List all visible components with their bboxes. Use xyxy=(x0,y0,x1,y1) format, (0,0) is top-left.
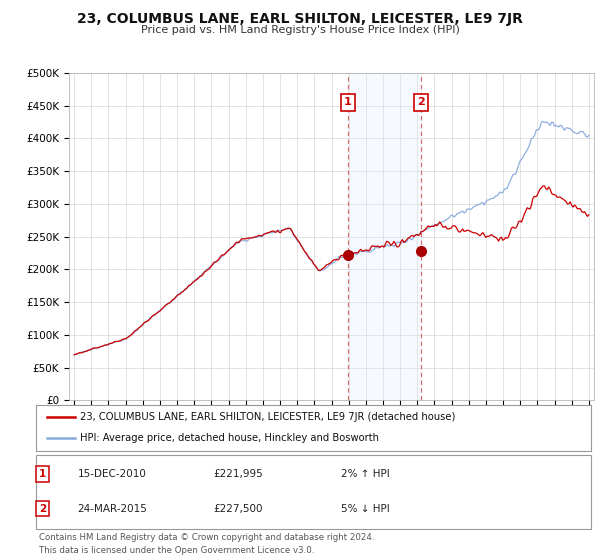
Text: 23, COLUMBUS LANE, EARL SHILTON, LEICESTER, LE9 7JR: 23, COLUMBUS LANE, EARL SHILTON, LEICEST… xyxy=(77,12,523,26)
Text: 5% ↓ HPI: 5% ↓ HPI xyxy=(341,503,390,514)
Text: 24-MAR-2015: 24-MAR-2015 xyxy=(77,503,148,514)
Text: HPI: Average price, detached house, Hinckley and Bosworth: HPI: Average price, detached house, Hinc… xyxy=(80,433,379,444)
Bar xyxy=(348,73,421,400)
Text: 2% ↑ HPI: 2% ↑ HPI xyxy=(341,469,390,479)
Text: Contains HM Land Registry data © Crown copyright and database right 2024.
This d: Contains HM Land Registry data © Crown c… xyxy=(39,533,374,554)
Text: 2: 2 xyxy=(418,97,425,108)
Text: 1: 1 xyxy=(39,469,46,479)
Text: 23, COLUMBUS LANE, EARL SHILTON, LEICESTER, LE9 7JR (detached house): 23, COLUMBUS LANE, EARL SHILTON, LEICEST… xyxy=(80,412,456,422)
Text: 1: 1 xyxy=(344,97,352,108)
Text: 2: 2 xyxy=(39,503,46,514)
Text: Price paid vs. HM Land Registry's House Price Index (HPI): Price paid vs. HM Land Registry's House … xyxy=(140,25,460,35)
Text: 15-DEC-2010: 15-DEC-2010 xyxy=(77,469,146,479)
Text: £227,500: £227,500 xyxy=(214,503,263,514)
Text: £221,995: £221,995 xyxy=(214,469,263,479)
